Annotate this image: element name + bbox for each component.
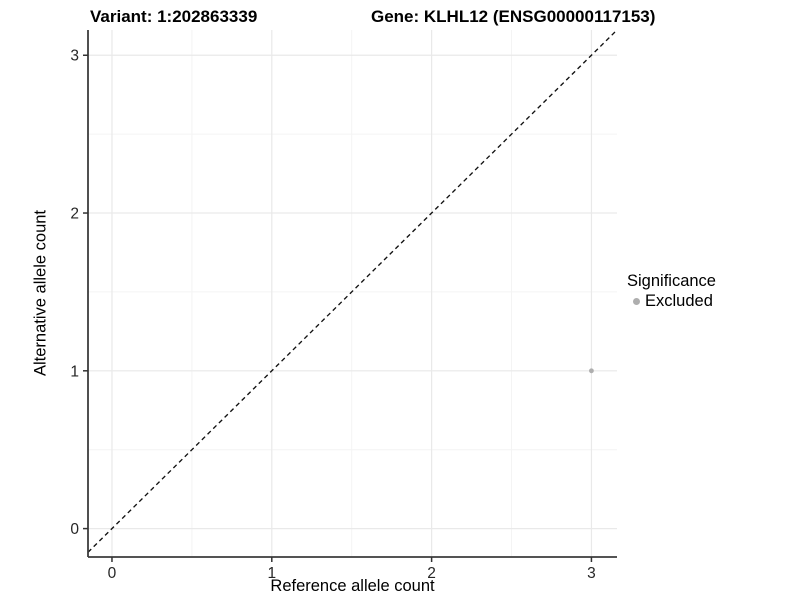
tick-label: 0 xyxy=(108,565,117,582)
tick-label: 2 xyxy=(70,206,79,223)
y-axis-title: Alternative allele count xyxy=(31,209,50,377)
variant-title: Variant: 1:202863339 xyxy=(90,7,258,26)
tick-label: 0 xyxy=(70,521,79,538)
legend: Significance Excluded xyxy=(627,271,716,311)
legend-title: Significance xyxy=(627,272,716,290)
tick-label: 3 xyxy=(70,48,79,65)
plot-panel: 0 1 2 3 0 1 2 3 xyxy=(70,29,618,582)
gene-title: Gene: KLHL12 (ENSG00000117153) xyxy=(371,7,656,26)
tick-label: 2 xyxy=(427,565,436,582)
tick-label: 3 xyxy=(587,565,596,582)
legend-item-excluded: Excluded xyxy=(627,291,716,311)
data-point xyxy=(589,368,594,374)
tick-label: 1 xyxy=(267,565,276,582)
excluded-point-icon xyxy=(633,297,640,305)
tick-label: 1 xyxy=(70,363,79,380)
identity-dashed-line xyxy=(87,29,618,553)
legend-item-label: Excluded xyxy=(645,292,713,310)
x-axis-title: Reference allele count xyxy=(270,577,435,595)
